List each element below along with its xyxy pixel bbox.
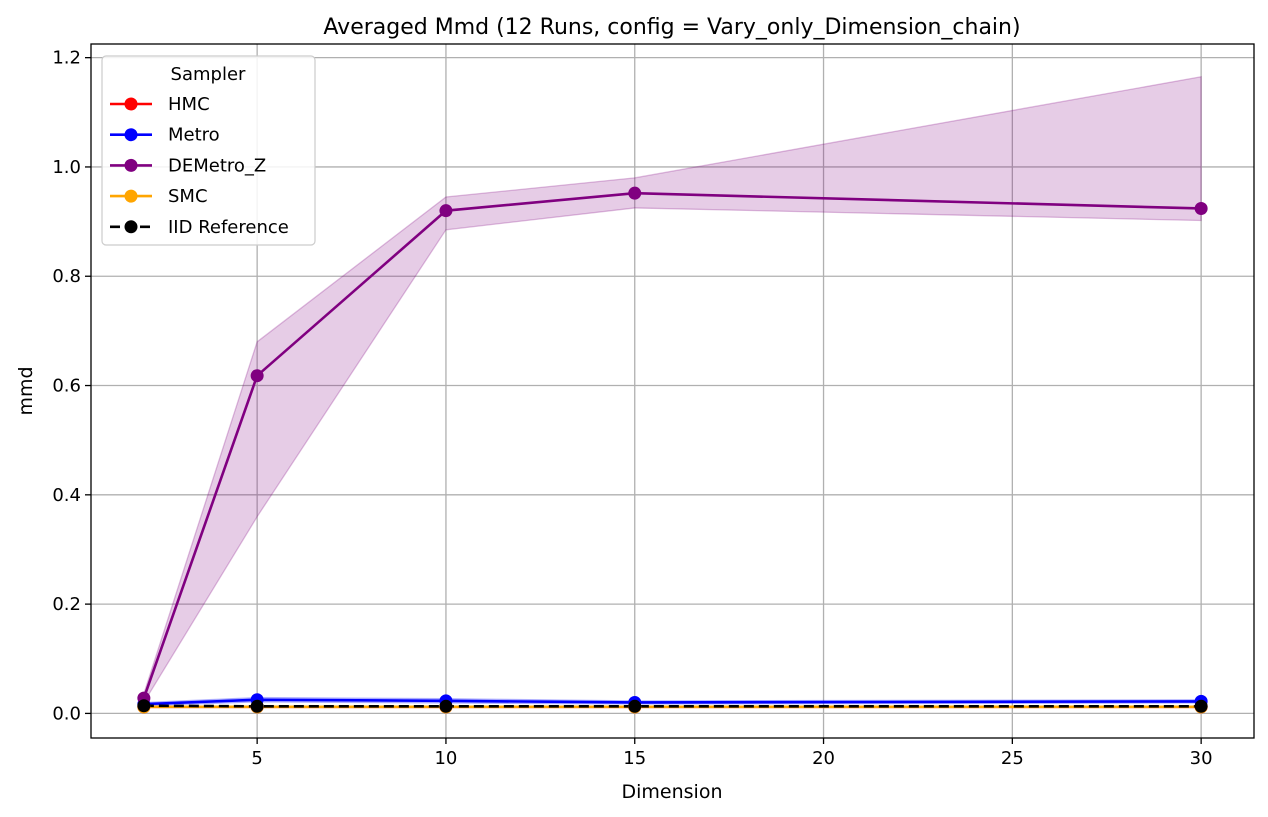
legend-title: Sampler — [171, 64, 246, 85]
legend-swatch-marker — [124, 97, 138, 111]
x-tick-label: 15 — [623, 748, 646, 769]
legend-label: Metro — [168, 125, 220, 146]
y-tick-label: 0.0 — [52, 703, 81, 724]
x-tick-label: 30 — [1190, 748, 1213, 769]
x-tick-label: 5 — [251, 748, 262, 769]
point-iid-reference — [628, 699, 642, 713]
point-iid-reference — [1194, 699, 1208, 713]
point-demetro-z — [250, 369, 264, 383]
y-axis-ticks: 0.0 0.2 0.4 0.6 0.8 1.0 1.2 — [52, 48, 91, 724]
legend-swatch-marker — [124, 158, 138, 172]
plot-frame — [90, 43, 1255, 739]
series-lines — [142, 191, 1202, 709]
point-iid-reference — [137, 699, 151, 713]
band-demetro-z — [143, 76, 1202, 705]
series-points — [137, 186, 1208, 714]
point-demetro-z — [1194, 201, 1208, 215]
y-tick-label: 1.0 — [52, 157, 81, 178]
point-demetro-z — [628, 186, 642, 200]
legend-label: HMC — [168, 94, 210, 115]
x-tick-label: 20 — [812, 748, 835, 769]
legend-swatch-marker — [124, 220, 138, 234]
legend-label: IID Reference — [168, 217, 289, 238]
chart-title: Averaged Mmd (12 Runs, config = Vary_onl… — [323, 15, 1020, 40]
legend: Sampler HMC Metro DEMetro_Z SMC IID Referenc… — [101, 55, 316, 246]
legend-item-hmc: HMC — [110, 94, 210, 115]
legend-label: SMC — [168, 186, 208, 207]
legend-item-demetro-z: DEMetro_Z — [110, 155, 266, 176]
legend-item-iid-reference: IID Reference — [110, 217, 289, 238]
legend-entries: HMC Metro DEMetro_Z SMC IID Reference — [110, 94, 289, 238]
legend-swatch-marker — [124, 128, 138, 142]
y-tick-label: 0.6 — [52, 376, 81, 397]
legend-box — [101, 55, 316, 246]
y-axis-label: mmd — [15, 366, 37, 415]
x-tick-label: 10 — [434, 748, 457, 769]
y-tick-label: 1.2 — [52, 48, 81, 69]
legend-item-smc: SMC — [110, 186, 208, 207]
point-iid-reference — [439, 699, 453, 713]
point-iid-reference — [250, 699, 264, 713]
y-tick-label: 0.8 — [52, 266, 81, 287]
y-tick-label: 0.2 — [52, 594, 81, 615]
x-axis-ticks: 5 10 15 20 25 30 — [251, 738, 1213, 769]
point-demetro-z — [439, 204, 453, 218]
legend-item-metro: Metro — [110, 125, 220, 146]
legend-label: DEMetro_Z — [168, 155, 266, 176]
x-axis-label: Dimension — [622, 781, 723, 803]
legend-swatch-marker — [124, 189, 138, 203]
y-tick-label: 0.4 — [52, 485, 81, 506]
x-tick-label: 25 — [1001, 748, 1024, 769]
